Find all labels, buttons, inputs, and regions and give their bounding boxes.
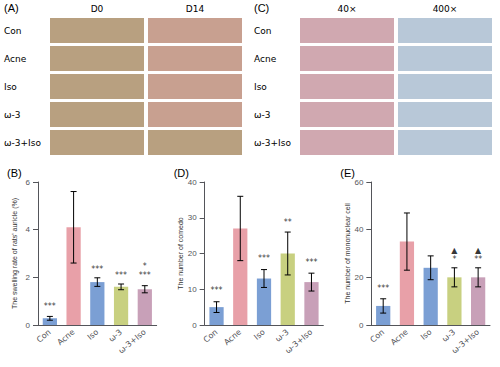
svg-text:***: *** — [211, 286, 223, 295]
svg-text:(A): (A) — [4, 2, 19, 14]
svg-text:ω-3+Iso: ω-3+Iso — [4, 138, 41, 148]
svg-text:Iso: Iso — [254, 82, 267, 92]
svg-text:*: * — [143, 262, 147, 271]
svg-text:400×: 400× — [433, 4, 458, 14]
svg-text:***: *** — [377, 284, 389, 293]
svg-text:ω-3+Iso: ω-3+Iso — [283, 327, 314, 355]
svg-text:Acne: Acne — [222, 328, 243, 348]
svg-text:Iso: Iso — [419, 327, 434, 341]
svg-text:6: 6 — [26, 178, 31, 187]
svg-text:ω-3: ω-3 — [254, 110, 271, 120]
svg-text:Con: Con — [254, 26, 272, 36]
svg-text:40: 40 — [188, 178, 197, 187]
svg-text:Acne: Acne — [4, 54, 27, 64]
svg-text:***: *** — [139, 271, 151, 280]
svg-text:20: 20 — [354, 273, 363, 282]
svg-text:ω-3: ω-3 — [274, 328, 291, 344]
svg-text:0: 0 — [359, 321, 364, 330]
svg-text:ω-3: ω-3 — [4, 110, 21, 120]
svg-text:The number of mononuclear cell: The number of mononuclear cell — [344, 203, 351, 304]
svg-text:***: *** — [115, 271, 127, 280]
svg-text:**: ** — [284, 218, 292, 227]
svg-text:D14: D14 — [186, 4, 205, 14]
svg-text:ω-3: ω-3 — [107, 328, 124, 344]
svg-text:0: 0 — [26, 321, 31, 330]
svg-text:***: *** — [91, 265, 103, 274]
svg-text:▲: ▲ — [451, 246, 458, 255]
svg-text:10: 10 — [188, 285, 197, 294]
svg-text:40: 40 — [354, 225, 363, 234]
svg-text:(D): (D) — [174, 167, 189, 179]
svg-text:D0: D0 — [91, 4, 104, 14]
svg-text:Con: Con — [35, 328, 53, 345]
svg-text:***: *** — [44, 302, 56, 311]
svg-text:Acne: Acne — [56, 328, 77, 348]
svg-text:30: 30 — [188, 213, 197, 222]
svg-text:Con: Con — [4, 26, 22, 36]
svg-text:(B): (B) — [7, 167, 22, 179]
svg-text:(C): (C) — [254, 2, 269, 14]
svg-text:(E): (E) — [340, 167, 355, 179]
svg-text:***: *** — [258, 254, 270, 263]
svg-text:ω-3: ω-3 — [440, 328, 457, 344]
svg-text:ω-3+Iso: ω-3+Iso — [117, 327, 148, 355]
svg-text:4: 4 — [26, 225, 31, 234]
svg-text:40×: 40× — [338, 4, 357, 14]
svg-text:60: 60 — [354, 178, 363, 187]
svg-text:Con: Con — [368, 328, 386, 345]
svg-text:The number of comedo: The number of comedo — [177, 217, 184, 289]
svg-text:Iso: Iso — [86, 327, 101, 341]
svg-text:Acne: Acne — [254, 54, 277, 64]
svg-text:*: * — [452, 255, 456, 264]
svg-text:20: 20 — [188, 249, 197, 258]
svg-text:Acne: Acne — [389, 328, 410, 348]
svg-text:0: 0 — [192, 321, 197, 330]
svg-text:Iso: Iso — [4, 82, 17, 92]
svg-text:ω-3+Iso: ω-3+Iso — [254, 138, 291, 148]
svg-text:2: 2 — [26, 273, 31, 282]
svg-text:ω-3+Iso: ω-3+Iso — [450, 327, 481, 355]
svg-text:▲: ▲ — [475, 246, 482, 255]
svg-text:**: ** — [474, 255, 482, 264]
svg-text:***: *** — [305, 258, 317, 267]
svg-text:Iso: Iso — [252, 327, 267, 341]
svg-text:The swelling rate of rats' aur: The swelling rate of rats' auricle (%) — [11, 198, 19, 309]
svg-text:Con: Con — [202, 328, 220, 345]
